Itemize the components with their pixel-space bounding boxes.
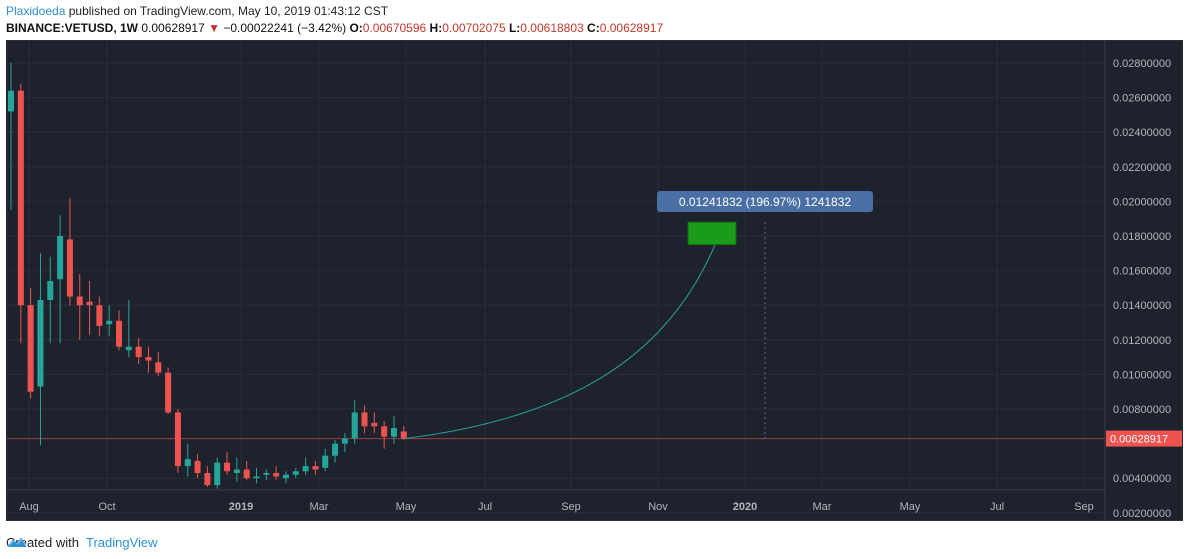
candle-body: [116, 320, 123, 347]
last-price: 0.00628917: [141, 21, 205, 35]
price-tick-label: 0.02000000: [1113, 196, 1171, 208]
candle-body: [17, 90, 24, 306]
candle-body: [76, 296, 83, 306]
grid-lines: [7, 41, 1105, 514]
published-text: published on TradingView.com, May 10, 20…: [68, 4, 389, 18]
candle-body: [135, 346, 142, 358]
high-value: 0.00702075: [442, 21, 506, 35]
candle-body: [8, 90, 14, 112]
symbol-label: BINANCE:VETUSD, 1W: [6, 21, 139, 35]
candle-body: [96, 305, 103, 326]
candle-body: [47, 280, 54, 301]
candles-layer: [8, 63, 407, 489]
open-label: O:: [349, 21, 363, 35]
time-tick-label: Mar: [813, 501, 832, 513]
candle-body: [253, 476, 260, 479]
candle-body: [332, 443, 339, 456]
candle-body: [400, 431, 407, 439]
price-tick-label: 0.02800000: [1113, 58, 1171, 70]
projection-label: 0.01241832 (196.97%) 1241832: [679, 195, 851, 209]
price-axis[interactable]: 0.02800000 0.02600000 0.02400000 0.02200000…: [1104, 41, 1182, 520]
last-price-tag: [1106, 430, 1182, 447]
price-tick-label: 0.01000000: [1113, 369, 1171, 381]
price-tick-label: 0.02400000: [1113, 127, 1171, 139]
candle-body: [302, 466, 309, 472]
chart-panel[interactable]: 0.01241832 (196.97%) 1241832 0.02800000 0…: [6, 40, 1183, 521]
time-tick-label: Sep: [1074, 501, 1094, 513]
candle-body: [37, 300, 44, 387]
time-tick-label: Oct: [98, 501, 115, 513]
candle-body: [155, 362, 162, 373]
time-tick-label: May: [900, 501, 921, 513]
low-value: 0.00618803: [520, 21, 584, 35]
candle-body: [292, 471, 299, 475]
price-change: −0.00022241 (−3.42%): [223, 21, 347, 35]
candle-body: [263, 473, 270, 475]
publish-header: Plaxidoeda published on TradingView.com,…: [6, 4, 388, 18]
down-arrow-icon: ▼: [208, 21, 220, 35]
time-tick-label: Mar: [310, 501, 329, 513]
close-label: C:: [587, 21, 600, 35]
time-tick-label: 2019: [229, 501, 253, 513]
time-tick-label: Aug: [19, 501, 39, 513]
tradingview-brand[interactable]: TradingView: [86, 535, 158, 550]
price-tick-label: 0.01600000: [1113, 266, 1171, 278]
candle-body: [243, 469, 250, 479]
projection-label-box: [657, 191, 873, 212]
candle-body: [57, 236, 64, 280]
candle-body: [341, 438, 348, 444]
projection-layer: 0.01241832 (196.97%) 1241832: [403, 191, 873, 440]
candle-body: [27, 305, 34, 392]
candle-body: [165, 372, 172, 413]
candle-body: [390, 428, 397, 437]
candle-body: [371, 422, 378, 427]
candle-body: [125, 346, 132, 351]
candle-body: [312, 466, 319, 470]
candle-body: [361, 412, 368, 427]
candle-body: [184, 459, 191, 467]
candle-body: [86, 301, 93, 306]
price-tick-label: 0.01400000: [1113, 300, 1171, 312]
time-tick-label: Jul: [990, 501, 1004, 513]
time-axis[interactable]: Aug Oct 2019 Mar May Jul Sep Nov 2020 Mar May Jul Se…: [7, 489, 1105, 513]
candle-body: [66, 239, 73, 297]
price-tick-label: 0.00200000: [1113, 508, 1171, 520]
time-tick-label: Nov: [648, 501, 668, 513]
candle-body: [273, 473, 280, 477]
price-tick-label: 0.01200000: [1113, 335, 1171, 347]
candle-body: [351, 412, 358, 439]
footer: Created with TradingView: [6, 535, 158, 550]
candle-body: [322, 455, 329, 468]
price-tick-label: 0.01800000: [1113, 231, 1171, 243]
time-tick-label: 2020: [733, 501, 757, 513]
candle-body: [381, 426, 388, 437]
low-label: L:: [508, 21, 521, 35]
price-tick-label: 0.02600000: [1113, 93, 1171, 105]
close-value: 0.00628917: [599, 21, 664, 35]
candle-body: [233, 469, 240, 474]
projection-target-box: [687, 221, 737, 246]
candle-body: [106, 320, 113, 325]
open-value: 0.00670596: [362, 21, 427, 35]
time-tick-label: Sep: [561, 501, 581, 513]
candle-body: [145, 357, 152, 361]
price-tick-label: 0.00800000: [1113, 404, 1171, 416]
candlestick-chart[interactable]: 0.01241832 (196.97%) 1241832 0.028000000…: [7, 41, 1182, 520]
price-tick-label: 0.02200000: [1113, 162, 1171, 174]
last-price-tag-label: 0.00628917: [1110, 434, 1168, 446]
candle-body: [282, 474, 289, 479]
time-tick-label: Jul: [478, 501, 492, 513]
candle-body: [224, 462, 231, 472]
candle-body: [204, 473, 211, 486]
candle-body: [194, 460, 201, 474]
time-tick-label: May: [396, 501, 417, 513]
price-tick-label: 0.00400000: [1113, 473, 1171, 485]
candle-body: [174, 412, 181, 467]
candle-body: [214, 462, 221, 486]
high-label: H:: [429, 21, 443, 35]
ohlc-header: BINANCE:VETUSD, 1W 0.00628917 ▼ −0.00022…: [6, 21, 663, 35]
author-link[interactable]: Plaxidoeda: [6, 4, 66, 18]
projection-curve: [403, 244, 716, 440]
